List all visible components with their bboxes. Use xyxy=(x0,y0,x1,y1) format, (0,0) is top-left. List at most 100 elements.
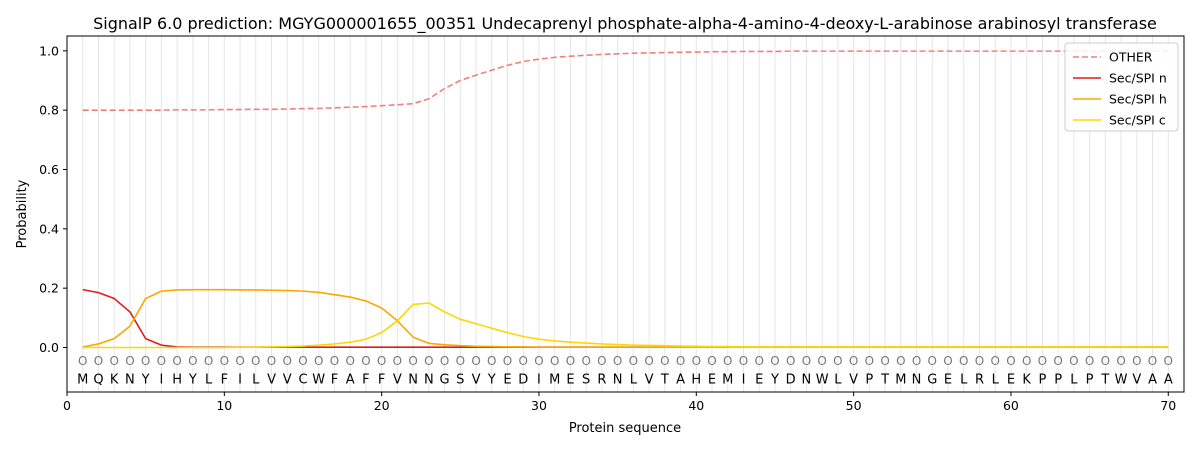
residue-label: H xyxy=(172,373,182,388)
x-tick-label: 60 xyxy=(1003,398,1019,413)
x-tick-label: 40 xyxy=(688,398,704,413)
residue-label: P xyxy=(1038,373,1046,388)
residue-label: E xyxy=(755,373,763,388)
state-marker: O xyxy=(581,354,590,368)
residue-label: S xyxy=(456,373,464,388)
residue-label: K xyxy=(1022,373,1031,388)
residue-label: Y xyxy=(487,373,496,388)
state-marker: O xyxy=(393,354,402,368)
residue-label: S xyxy=(582,373,590,388)
residue-label: E xyxy=(944,373,952,388)
state-marker: O xyxy=(1053,354,1062,368)
residue-label: E xyxy=(566,373,574,388)
residue-label: N xyxy=(802,373,812,388)
state-marker: O xyxy=(330,354,339,368)
state-marker: O xyxy=(204,354,213,368)
state-marker: O xyxy=(377,354,386,368)
residue-label: L xyxy=(834,373,842,388)
y-axis-label: Probability xyxy=(15,179,30,248)
residue-label: P xyxy=(1054,373,1062,388)
residue-label: D xyxy=(518,373,528,388)
x-axis-label: Protein sequence xyxy=(569,421,681,436)
residue-label: C xyxy=(298,373,307,388)
residue-label: A xyxy=(1164,373,1173,388)
residue-label: R xyxy=(597,373,606,388)
residue-label: I xyxy=(742,373,746,388)
legend-entry: Sec/SPI h xyxy=(1109,92,1167,107)
sequence-track: OMOQOKONOYOIOHOYOLOFOIOLOVOVOCOWOFOAOFOF… xyxy=(77,354,1173,388)
state-marker: O xyxy=(754,354,763,368)
residue-label: Y xyxy=(188,373,197,388)
state-marker: O xyxy=(125,354,134,368)
residue-label: M xyxy=(77,373,88,388)
state-marker: O xyxy=(314,354,323,368)
residue-label: G xyxy=(927,373,937,388)
state-marker: O xyxy=(1164,354,1173,368)
residue-label: V xyxy=(283,373,292,388)
state-marker: O xyxy=(345,354,354,368)
x-tick-label: 0 xyxy=(63,398,71,413)
state-marker: O xyxy=(959,354,968,368)
state-marker: O xyxy=(78,354,87,368)
state-marker: O xyxy=(786,354,795,368)
residue-label: L xyxy=(252,373,260,388)
state-marker: O xyxy=(220,354,229,368)
state-marker: O xyxy=(188,354,197,368)
state-marker: O xyxy=(613,354,622,368)
state-marker: O xyxy=(676,354,685,368)
residue-label: M xyxy=(722,373,733,388)
residue-label: L xyxy=(630,373,638,388)
plot-frame xyxy=(66,35,1185,393)
residue-label: T xyxy=(1100,373,1109,388)
residue-label: T xyxy=(660,373,669,388)
state-marker: O xyxy=(629,354,638,368)
y-tick-label: 0.8 xyxy=(39,103,59,118)
residue-label: W xyxy=(816,373,829,388)
state-marker: O xyxy=(361,354,370,368)
residue-label: V xyxy=(1132,373,1141,388)
state-marker: O xyxy=(849,354,858,368)
state-marker: O xyxy=(928,354,937,368)
state-marker: O xyxy=(880,354,889,368)
state-marker: O xyxy=(157,354,166,368)
state-marker: O xyxy=(566,354,575,368)
series-line-other xyxy=(82,50,1169,111)
state-marker: O xyxy=(660,354,669,368)
state-marker: O xyxy=(487,354,496,368)
state-marker: O xyxy=(1038,354,1047,368)
residue-label: I xyxy=(238,373,242,388)
residue-label: H xyxy=(691,373,701,388)
y-tick-label: 0.4 xyxy=(39,221,59,236)
residue-label: M xyxy=(895,373,906,388)
state-marker: O xyxy=(802,354,811,368)
x-tick-label: 20 xyxy=(374,398,390,413)
state-marker: O xyxy=(1116,354,1125,368)
residue-label: L xyxy=(960,373,968,388)
y-tick-label: 0.2 xyxy=(39,281,59,296)
y-tick-label: 0.0 xyxy=(39,340,59,355)
state-marker: O xyxy=(1101,354,1110,368)
state-marker: O xyxy=(644,354,653,368)
state-marker: O xyxy=(943,354,952,368)
state-marker: O xyxy=(172,354,181,368)
state-marker: O xyxy=(1069,354,1078,368)
state-marker: O xyxy=(456,354,465,368)
residue-label: N xyxy=(125,373,135,388)
series-line-sec-spi-c xyxy=(82,302,1169,349)
residue-label: N xyxy=(613,373,623,388)
legend-entry: Sec/SPI n xyxy=(1109,71,1167,86)
y-tick-label: 0.6 xyxy=(39,162,59,177)
residue-label: V xyxy=(267,373,276,388)
residue-label: E xyxy=(708,373,716,388)
x-tick-label: 10 xyxy=(216,398,232,413)
state-marker: O xyxy=(990,354,999,368)
residue-label: Q xyxy=(93,373,103,388)
state-marker: O xyxy=(865,354,874,368)
residue-label: Y xyxy=(770,373,779,388)
residue-label: P xyxy=(865,373,873,388)
series-line-sec-spi-h xyxy=(82,288,1169,349)
state-marker: O xyxy=(424,354,433,368)
residue-label: A xyxy=(346,373,355,388)
state-marker: O xyxy=(1022,354,1031,368)
state-marker: O xyxy=(235,354,244,368)
